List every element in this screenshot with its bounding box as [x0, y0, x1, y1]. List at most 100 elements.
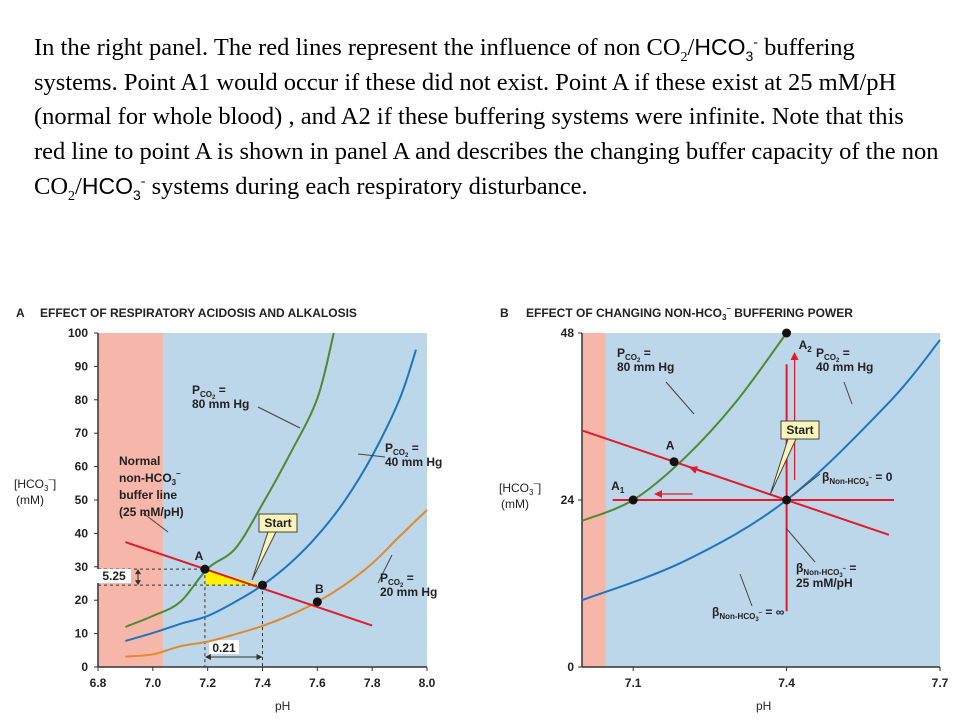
- panel-b-label-beta25-rest: =: [846, 561, 856, 575]
- panel-b-xlabel: pH: [756, 699, 771, 713]
- panel-a-xtick-label: 8.0: [419, 676, 436, 690]
- panel-b-label-betainf-rest: = ∞: [762, 605, 784, 619]
- panel-b-leader-80: [665, 381, 695, 415]
- panel-b-acid-zone: [582, 333, 606, 667]
- panel-a-point-a: [200, 564, 210, 574]
- panel-a-label-40-line2: 40 mm Hg: [385, 455, 442, 469]
- panel-b-label-betainf-sub2: 3: [755, 617, 759, 623]
- panel-a-xtick-label: 7.6: [309, 676, 326, 690]
- panel-b-label-80-sub2: 2: [637, 358, 641, 364]
- slash-2: /: [75, 173, 82, 200]
- panel-a-buffer-label-2: non-HCO3–: [119, 469, 181, 487]
- panel-b-label-beta0-sub: Non-HCO: [829, 477, 865, 486]
- panel-b-xtick-label: 7.7: [932, 676, 949, 690]
- panel-a-start-label-box: [258, 513, 298, 533]
- panel-a-ytick-label: 50: [75, 493, 89, 507]
- subscript-2b: 2: [68, 188, 76, 204]
- panel-a-series-red: [125, 541, 373, 627]
- panel-a-series-orange: [125, 509, 428, 658]
- panel-b-xtick-label: 7.4: [778, 676, 795, 690]
- title-sup: –: [726, 304, 731, 313]
- panel-a-label-40-sub: CO: [393, 448, 405, 457]
- panel-a-label-20-p: P: [380, 571, 388, 585]
- panel-a-xtick-label: 7.2: [199, 676, 216, 690]
- panel-a-delta-ph-box: [209, 640, 239, 654]
- panel-a-label-80: PCO2 =: [192, 383, 226, 401]
- ylabel-part: [HCO: [14, 477, 44, 491]
- panel-b-label-betainf-beta: β: [712, 605, 719, 619]
- panel-a-label-80-sub: CO: [200, 390, 212, 399]
- panel-a: A EFFECT OF RESPIRATORY ACIDOSIS AND ALK…: [14, 306, 442, 713]
- panel-a-label-20-sub2: 2: [400, 583, 404, 589]
- ylabel-close: ]: [53, 477, 56, 491]
- panel-b-arrow-to-a: [689, 466, 709, 475]
- panel-a-label-40-eq: =: [408, 441, 418, 455]
- panel-a-letter: A: [16, 306, 25, 320]
- panel-a-ytick-label: 0: [81, 660, 88, 674]
- a2-letter: A: [799, 338, 808, 352]
- panel-b-label-beta0-sup: –: [869, 475, 873, 481]
- panel-b-label-40: PCO2 =: [816, 346, 850, 364]
- panel-b-start-label-box: [780, 420, 820, 440]
- panel-a-delta-ph-label: 0.21: [212, 641, 236, 655]
- panel-a-ytick-label: 80: [75, 393, 89, 407]
- panel-a-axes: 0 10 20 30 40 50 60 70 80 90 100 6.8 7.0 7.2 7.4 7.6 7.8…: [68, 326, 436, 690]
- panel-b-point-start: [782, 495, 792, 505]
- panel-a-label-20-line2: 20 mm Hg: [380, 585, 437, 599]
- panel-b-label-40-sub2: 2: [836, 358, 840, 364]
- a1-letter: A: [611, 479, 620, 493]
- panel-b: B EFFECT OF CHANGING NON-HCO3– BUFFERING…: [499, 304, 949, 713]
- panel-a-point-start: [258, 580, 267, 590]
- ylabel-sub: 3: [529, 488, 534, 497]
- panel-b-label-beta25: βNon-HCO3– =: [796, 561, 856, 579]
- panel-a-buffer-label-3: buffer line: [119, 488, 177, 502]
- panel-a-delta-hco3-label: 5.25: [102, 569, 126, 583]
- panel-a-series-blue: [125, 349, 417, 642]
- panel-a-delta-ph-arrowhead-right: [256, 654, 263, 660]
- panel-b-title: EFFECT OF CHANGING NON-HCO3– BUFFERING P…: [526, 304, 853, 322]
- panel-b-point-a1-label: A1: [611, 479, 625, 495]
- ylabel-sub: 3: [44, 484, 49, 493]
- panel-a-ylabel: [HCO3–]: [14, 475, 56, 493]
- panel-b-label-beta25-line2: 25 mM/pH: [796, 576, 853, 590]
- panel-b-label-betainf-sup: –: [759, 610, 763, 616]
- panel-a-label-20-sub: CO: [388, 578, 400, 587]
- panel-b-label-80-line2: 80 mm Hg: [617, 360, 674, 374]
- panel-a-delta-hco3-box: [97, 569, 131, 583]
- panel-b-point-a2: [782, 328, 792, 338]
- title-part: EFFECT OF CHANGING NON-HCO: [526, 306, 722, 320]
- superscript-minus-2: -: [140, 173, 146, 189]
- buffer-label-part: non-HCO: [119, 471, 172, 485]
- panel-a-buffer-label-4: (25 mM/pH): [119, 505, 184, 519]
- panel-b-series-red-2: [581, 429, 890, 536]
- panel-b-leader-beta0: [791, 473, 821, 497]
- panel-b-point-a: [669, 457, 679, 467]
- panel-a-ytick-label: 70: [75, 426, 89, 440]
- panel-a-ytick-label: 90: [75, 359, 89, 373]
- panel-a-xtick-label: 6.8: [90, 676, 107, 690]
- panel-b-label-beta0-sub2: 3: [865, 482, 869, 488]
- panel-a-ylabel-units: (mM): [16, 493, 44, 507]
- ylabel-sup: –: [48, 475, 53, 484]
- panel-a-leader-80: [257, 406, 301, 429]
- panel-a-label-40-sub2: 2: [405, 453, 409, 459]
- panel-a-label-40-p: P: [385, 441, 393, 455]
- panel-b-label-40-sub: CO: [824, 353, 836, 362]
- panel-a-xtick-label: 7.4: [254, 676, 271, 690]
- panel-b-leader-betainf: [739, 573, 753, 607]
- panel-a-yellow-triangle: [204, 569, 263, 586]
- panel-b-label-80-eq: =: [640, 346, 650, 360]
- panel-a-delta-hco3-arrowhead-top: [135, 569, 141, 575]
- ylabel-part: [HCO: [499, 481, 529, 495]
- subscript-2: 2: [680, 49, 688, 65]
- panel-b-label-40-line2: 40 mm Hg: [816, 360, 873, 374]
- panel-b-annotations: [HCO3–] (mM) pH: [499, 479, 771, 713]
- panel-a-delta-hco3-arrowhead-bottom: [135, 580, 141, 586]
- hco3-text: HCO: [694, 34, 746, 60]
- panel-b-ytick-label: 24: [561, 493, 575, 507]
- panel-a-ytick-label: 40: [75, 526, 89, 540]
- title-sub: 3: [722, 313, 727, 322]
